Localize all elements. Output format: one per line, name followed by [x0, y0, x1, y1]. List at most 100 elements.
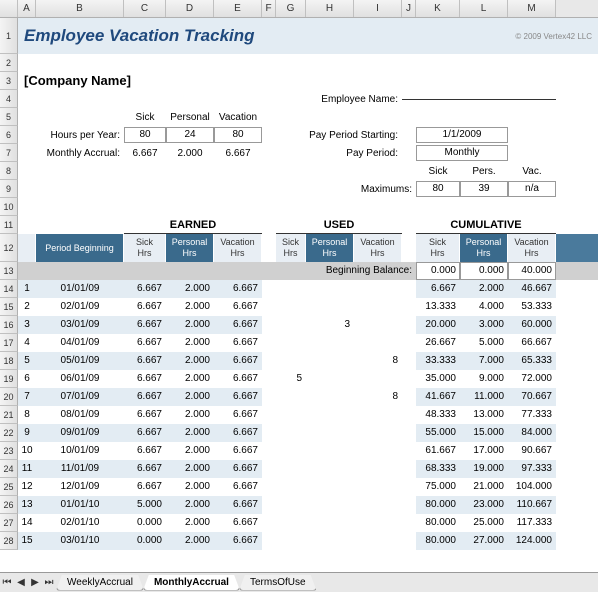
cell-earned-sick[interactable]: 6.667	[124, 424, 166, 442]
cell-used-personal[interactable]	[306, 406, 354, 424]
col-header-J[interactable]: J	[402, 0, 416, 17]
cell-used-sick[interactable]	[276, 442, 306, 460]
row-header-27[interactable]: 27	[0, 514, 18, 532]
cell-earned-sick[interactable]: 6.667	[124, 280, 166, 298]
col-header-B[interactable]: B	[36, 0, 124, 17]
cell-used-personal[interactable]	[306, 298, 354, 316]
cell-earned-vacation[interactable]: 6.667	[214, 478, 262, 496]
cell-earned-vacation[interactable]: 6.667	[214, 280, 262, 298]
cell-earned-sick[interactable]: 6.667	[124, 352, 166, 370]
cell-earned-sick[interactable]: 0.000	[124, 514, 166, 532]
cell-earned-personal[interactable]: 2.000	[166, 370, 214, 388]
cell-earned-vacation[interactable]: 6.667	[214, 352, 262, 370]
cell-earned-sick[interactable]: 6.667	[124, 478, 166, 496]
cell-used-vacation[interactable]	[354, 442, 402, 460]
pay-period-starting-value[interactable]: 1/1/2009	[416, 127, 508, 143]
col-header-D[interactable]: D	[166, 0, 214, 17]
cell-earned-sick[interactable]: 6.667	[124, 334, 166, 352]
cell-used-sick[interactable]	[276, 424, 306, 442]
cell-earned-personal[interactable]: 2.000	[166, 316, 214, 334]
cell-earned-personal[interactable]: 2.000	[166, 478, 214, 496]
row-header-24[interactable]: 24	[0, 460, 18, 478]
cell-used-personal[interactable]	[306, 388, 354, 406]
tab-nav-last[interactable]: ⏭	[42, 575, 56, 591]
cell-date[interactable]: 07/01/09	[36, 388, 124, 406]
tab-termsofuse[interactable]: TermsOfUse	[239, 575, 317, 591]
cell-used-personal[interactable]: 3	[306, 316, 354, 334]
cell-earned-vacation[interactable]: 6.667	[214, 424, 262, 442]
begin-vacation[interactable]: 40.000	[508, 262, 556, 280]
col-header-I[interactable]: I	[354, 0, 402, 17]
row-header-26[interactable]: 26	[0, 496, 18, 514]
cell-used-sick[interactable]: 5	[276, 370, 306, 388]
cell-used-vacation[interactable]	[354, 532, 402, 550]
cell-used-sick[interactable]	[276, 478, 306, 496]
cell-used-personal[interactable]	[306, 334, 354, 352]
cell-used-sick[interactable]	[276, 460, 306, 478]
row-header-7[interactable]: 7	[0, 144, 18, 162]
max-vac[interactable]: n/a	[508, 181, 556, 197]
cell-used-vacation[interactable]	[354, 424, 402, 442]
tab-nav-first[interactable]: ⏮	[0, 575, 14, 591]
cell-used-sick[interactable]	[276, 280, 306, 298]
row-header-5[interactable]: 5	[0, 108, 18, 126]
cell-earned-personal[interactable]: 2.000	[166, 460, 214, 478]
cell-earned-personal[interactable]: 2.000	[166, 298, 214, 316]
cell-date[interactable]: 11/01/09	[36, 460, 124, 478]
row-header-22[interactable]: 22	[0, 424, 18, 442]
row-header-28[interactable]: 28	[0, 532, 18, 550]
cell-used-sick[interactable]	[276, 532, 306, 550]
row-header-14[interactable]: 14	[0, 280, 18, 298]
col-header-H[interactable]: H	[306, 0, 354, 17]
cell-earned-vacation[interactable]: 6.667	[214, 388, 262, 406]
tab-nav-next[interactable]: ▶	[28, 575, 42, 591]
cell-used-sick[interactable]	[276, 316, 306, 334]
cell-earned-sick[interactable]: 6.667	[124, 298, 166, 316]
cell-used-personal[interactable]	[306, 352, 354, 370]
cell-earned-personal[interactable]: 2.000	[166, 532, 214, 550]
cell-earned-sick[interactable]: 5.000	[124, 496, 166, 514]
max-sick[interactable]: 80	[416, 181, 460, 197]
cell-used-personal[interactable]	[306, 478, 354, 496]
cell-used-vacation[interactable]: 8	[354, 388, 402, 406]
cell-earned-vacation[interactable]: 6.667	[214, 406, 262, 424]
col-header-M[interactable]: M	[508, 0, 556, 17]
cell-date[interactable]: 02/01/09	[36, 298, 124, 316]
cell-earned-personal[interactable]: 2.000	[166, 442, 214, 460]
cell-used-vacation[interactable]	[354, 514, 402, 532]
cell-date[interactable]: 02/01/10	[36, 514, 124, 532]
cell-used-personal[interactable]	[306, 460, 354, 478]
cell-used-sick[interactable]	[276, 388, 306, 406]
col-header-E[interactable]: E	[214, 0, 262, 17]
cell-earned-personal[interactable]: 2.000	[166, 334, 214, 352]
cell-used-personal[interactable]	[306, 370, 354, 388]
cell-used-sick[interactable]	[276, 406, 306, 424]
cell-used-vacation[interactable]	[354, 316, 402, 334]
cell-earned-vacation[interactable]: 6.667	[214, 316, 262, 334]
cell-used-personal[interactable]	[306, 496, 354, 514]
cell-date[interactable]: 12/01/09	[36, 478, 124, 496]
cell-earned-vacation[interactable]: 6.667	[214, 334, 262, 352]
cell-earned-sick[interactable]: 6.667	[124, 460, 166, 478]
row-header-19[interactable]: 19	[0, 370, 18, 388]
cell-date[interactable]: 05/01/09	[36, 352, 124, 370]
cell-earned-vacation[interactable]: 6.667	[214, 496, 262, 514]
cell-used-vacation[interactable]	[354, 478, 402, 496]
col-header-F[interactable]: F	[262, 0, 276, 17]
cell-earned-personal[interactable]: 2.000	[166, 406, 214, 424]
cell-used-personal[interactable]	[306, 514, 354, 532]
cell-used-vacation[interactable]	[354, 406, 402, 424]
cell-earned-sick[interactable]: 6.667	[124, 406, 166, 424]
cell-date[interactable]: 03/01/10	[36, 532, 124, 550]
cell-used-personal[interactable]	[306, 280, 354, 298]
max-pers[interactable]: 39	[460, 181, 508, 197]
cell-date[interactable]: 06/01/09	[36, 370, 124, 388]
cell-earned-vacation[interactable]: 6.667	[214, 370, 262, 388]
row-header-8[interactable]: 8	[0, 162, 18, 180]
row-header-3[interactable]: 3	[0, 72, 18, 90]
row-header-1[interactable]: 1	[0, 18, 18, 54]
tab-nav-prev[interactable]: ◀	[14, 575, 28, 591]
hpy-sick[interactable]: 80	[124, 127, 166, 143]
cell-earned-personal[interactable]: 2.000	[166, 388, 214, 406]
cell-used-sick[interactable]	[276, 352, 306, 370]
